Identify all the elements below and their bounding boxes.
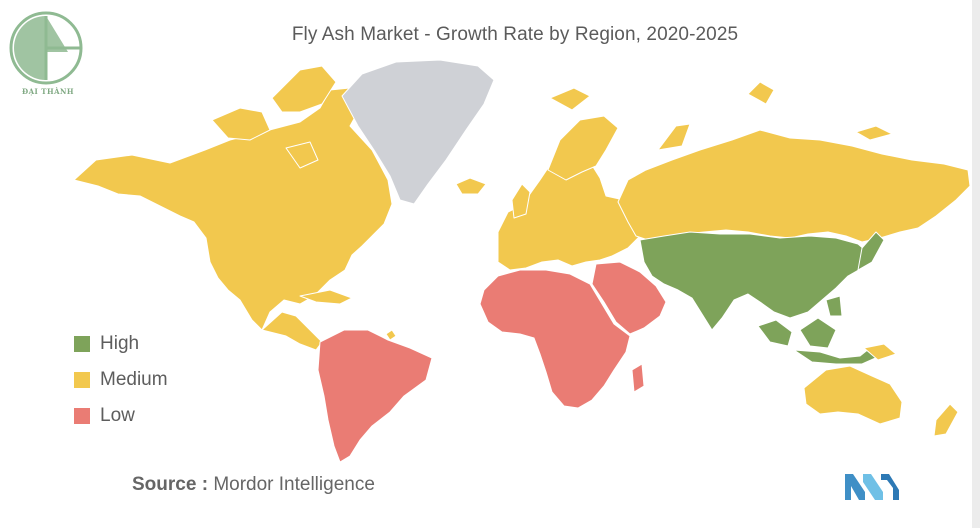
region-madagascar	[631, 363, 645, 393]
logo-caption: ĐẠI THÀNH	[21, 87, 75, 96]
source-label: Source :	[132, 474, 209, 495]
region-new-zealand	[933, 403, 959, 437]
legend-label-high: High	[100, 333, 140, 354]
right-edge-strip	[972, 0, 980, 528]
legend-label-medium: Medium	[100, 369, 168, 390]
region-uk	[511, 183, 531, 219]
region-middle-east	[591, 261, 667, 335]
region-arctic-islands	[549, 81, 893, 151]
region-south-america	[317, 329, 433, 463]
region-iceland	[455, 177, 487, 195]
legend-swatch-high	[74, 336, 90, 352]
region-canada-islands	[211, 65, 337, 169]
region-africa	[479, 269, 631, 409]
legend-label-low: Low	[100, 405, 135, 426]
region-southeast-asia	[757, 295, 881, 365]
region-papua	[863, 343, 897, 361]
region-guyana-dot	[385, 329, 397, 341]
mordor-intelligence-logo-icon	[843, 470, 903, 507]
region-japan	[857, 231, 885, 271]
source-text: Mordor Intelligence	[213, 474, 375, 495]
source-note: Source : Mordor Intelligence	[132, 474, 375, 496]
region-asia-pacific	[639, 231, 873, 331]
dai-thanh-logo	[6, 8, 88, 104]
region-scandinavia	[547, 115, 619, 181]
legend-item-high: High	[74, 326, 168, 362]
legend-item-medium: Medium	[74, 362, 168, 398]
legend-swatch-low	[74, 408, 90, 424]
region-australia	[803, 365, 903, 425]
legend: High Medium Low	[74, 326, 168, 434]
region-greenland	[341, 59, 495, 205]
chart-title: Fly Ash Market - Growth Rate by Region, …	[291, 24, 739, 45]
legend-swatch-medium	[74, 372, 90, 388]
legend-item-low: Low	[74, 398, 168, 434]
